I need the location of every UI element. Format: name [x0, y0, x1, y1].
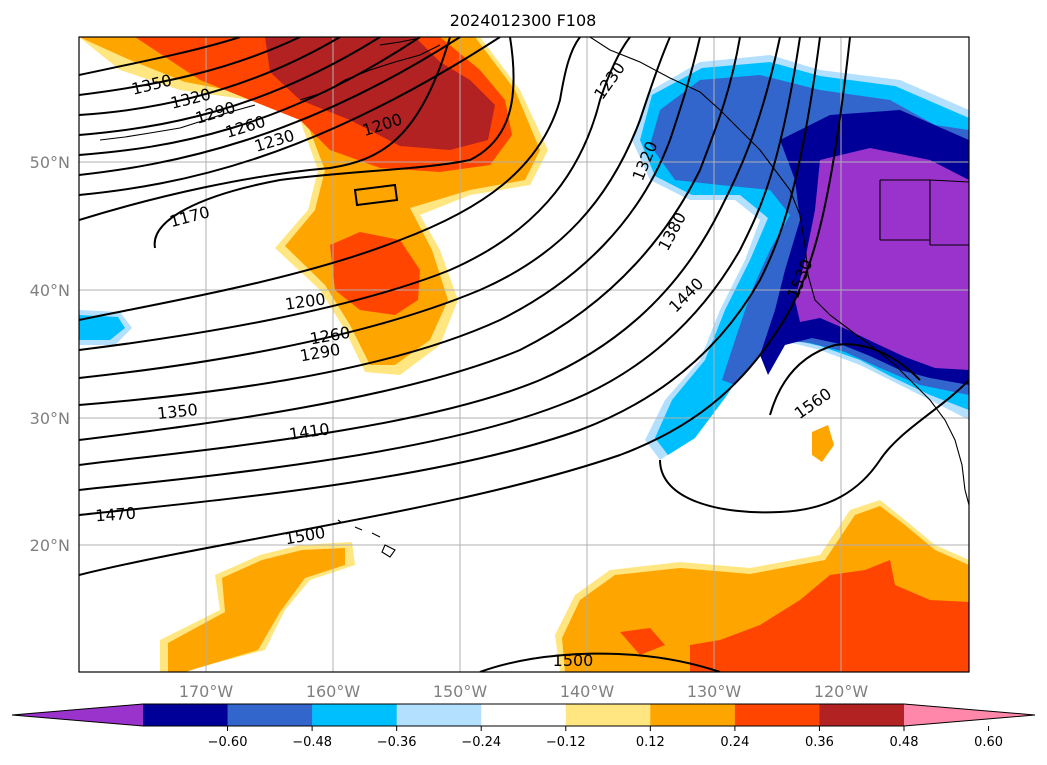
contour-label-group: 1350 1320 1290 1260 1230 1200 1170 1200 … — [95, 59, 835, 670]
lon-label: 130°W — [687, 682, 742, 701]
lon-label: 150°W — [433, 682, 488, 701]
lat-label: 40°N — [30, 281, 70, 300]
colorbar — [11, 703, 1036, 727]
colorbar-segment — [734, 704, 820, 726]
negative-anomaly-east — [632, 55, 969, 460]
latitude-labels: 50°N 40°N 30°N 20°N — [30, 153, 70, 555]
contour-label: 1350 — [156, 400, 198, 423]
colorbar-segment — [396, 704, 482, 726]
negative-anomaly-west — [79, 310, 132, 345]
map-area: 1350 1320 1290 1260 1230 1200 1170 1200 … — [79, 37, 969, 672]
contour-label: 1470 — [95, 504, 137, 526]
colorbar-tick-label: −0.24 — [461, 735, 501, 750]
colorbar-outline — [11, 703, 1036, 727]
lon-label: 140°W — [560, 682, 615, 701]
lat-label: 30°N — [30, 409, 70, 428]
colorbar-segment — [565, 704, 651, 726]
lat-label: 20°N — [30, 536, 70, 555]
colorbar-extend-max — [904, 704, 1035, 726]
colorbar-extend-min — [12, 704, 143, 726]
map-frame — [78, 36, 970, 673]
colorbar-segment — [650, 704, 736, 726]
positive-anomaly-southeast — [555, 425, 969, 672]
colorbar-tick-label: 0.60 — [974, 735, 1003, 750]
contour-label: 1500 — [553, 651, 594, 670]
lon-label: 120°W — [814, 682, 869, 701]
positive-anomaly-southwest — [160, 542, 355, 672]
colorbar-tick-label: 0.12 — [636, 735, 665, 750]
colorbar-segment — [819, 704, 905, 726]
colorbar-tick-label: −0.60 — [208, 735, 248, 750]
lon-label: 170°W — [179, 682, 234, 701]
colorbar-tick-label: −0.48 — [292, 735, 332, 750]
colorbar-tick-label: −0.36 — [377, 735, 417, 750]
colorbar-tick-label: 0.48 — [890, 735, 919, 750]
height-contours — [79, 37, 969, 672]
colorbar-segment — [312, 704, 398, 726]
colorbar-segment — [143, 704, 229, 726]
colorbar-segment — [481, 704, 567, 726]
colorbar-segment — [227, 704, 313, 726]
colorbar-ticks: −0.60 −0.48 −0.36 −0.24 −0.12 0.12 0.24 0.36 0.4… — [208, 726, 1003, 750]
lon-label: 160°W — [306, 682, 361, 701]
colorbar-tick-label: −0.12 — [546, 735, 586, 750]
lat-label: 50°N — [30, 153, 70, 172]
colorbar-tick-label: 0.36 — [805, 735, 834, 750]
colorbar-tick-label: 0.24 — [720, 735, 749, 750]
map-title: 2024012300 F108 — [450, 11, 597, 30]
longitude-labels: 170°W 160°W 150°W 140°W 130°W 120°W — [179, 682, 869, 701]
